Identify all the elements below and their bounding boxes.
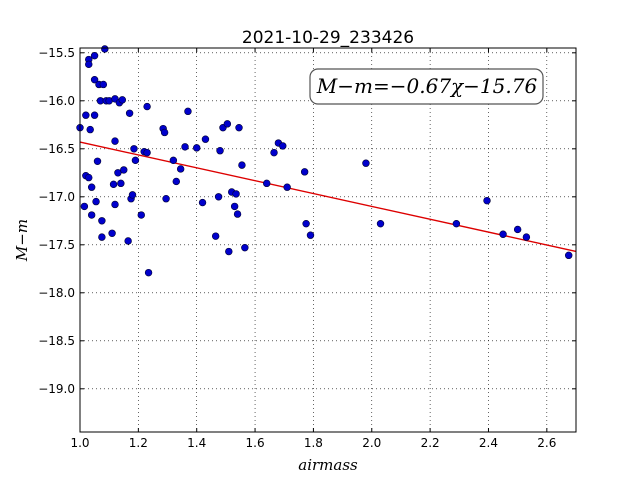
data-point: [376, 219, 385, 228]
data-point: [85, 60, 93, 69]
data-point: [513, 225, 522, 234]
plot-frame: [79, 47, 577, 433]
y-tick-label: −15.5: [38, 46, 75, 60]
annotation-box: [309, 68, 544, 105]
data-point: [522, 233, 531, 241]
fit-line: [79, 141, 577, 253]
y-axis-label: M−m: [13, 219, 31, 262]
data-point: [233, 210, 242, 218]
y-tick-label: −18.0: [38, 286, 75, 300]
data-point: [101, 45, 109, 53]
y-tick-label: −18.5: [38, 334, 75, 348]
grid: [80, 48, 576, 432]
points-layer: [76, 45, 573, 277]
data-point: [193, 144, 201, 152]
y-tick-label: −17.0: [38, 190, 75, 204]
data-point: [80, 202, 89, 211]
x-tick-label: 2.4: [479, 436, 498, 450]
data-point: [109, 180, 118, 189]
x-tick-label: 1.2: [129, 436, 148, 450]
x-tick-label: 2.6: [537, 436, 556, 450]
x-tick-label: 1.6: [246, 436, 265, 450]
data-point: [125, 109, 134, 117]
data-point: [198, 198, 207, 207]
x-tick-label: 1.8: [304, 436, 323, 450]
x-tick-label: 1.4: [187, 436, 206, 450]
data-point: [90, 51, 99, 60]
data-point: [114, 169, 122, 177]
data-point: [263, 179, 271, 188]
data-point: [120, 166, 128, 174]
data-point: [82, 111, 90, 119]
data-point: [98, 233, 106, 241]
data-point: [86, 125, 94, 134]
data-point: [118, 96, 127, 104]
data-point: [300, 168, 309, 176]
x-tick-label: 2.2: [421, 436, 440, 450]
data-point: [131, 156, 140, 165]
data-point: [184, 107, 192, 116]
ticks: 1.0 1.2 1.4 1.6 1.8 2.0 2.2 2.4 2.6 −15.5 −16.0 −16…: [38, 46, 576, 450]
data-point: [117, 179, 125, 188]
data-point: [176, 165, 185, 173]
data-point: [137, 211, 145, 219]
data-point: [172, 177, 180, 186]
data-point: [565, 251, 573, 260]
x-tick-label: 1.0: [70, 436, 89, 450]
data-point: [93, 157, 102, 165]
data-point: [306, 231, 315, 239]
data-point: [87, 183, 96, 191]
data-point: [169, 156, 178, 165]
data-point: [111, 200, 119, 209]
x-axis-label: airmass: [298, 456, 358, 474]
data-point: [143, 102, 151, 111]
data-point: [111, 137, 119, 145]
data-point: [162, 195, 170, 203]
y-tick-label: −16.0: [38, 94, 75, 108]
data-point: [87, 211, 96, 219]
y-tick-label: −17.5: [38, 238, 75, 252]
data-point: [225, 247, 233, 256]
data-point: [235, 123, 243, 132]
data-point: [483, 196, 491, 205]
fit-layer: [79, 141, 577, 253]
data-point: [452, 219, 461, 228]
chart-title: 2021-10-29_233426: [242, 28, 414, 48]
data-point: [270, 148, 278, 157]
data-point: [283, 183, 291, 191]
data-point: [211, 232, 220, 240]
data-point: [214, 193, 223, 201]
data-point: [90, 111, 99, 119]
data-point: [160, 128, 169, 137]
data-point: [302, 219, 310, 228]
data-point: [238, 161, 246, 169]
data-point: [230, 202, 239, 211]
y-tick-label: −19.0: [38, 382, 75, 396]
data-point: [201, 135, 210, 143]
data-point: [241, 243, 249, 252]
data-point: [279, 142, 287, 150]
data-point: [223, 120, 232, 128]
data-point: [90, 75, 99, 84]
data-point: [143, 148, 151, 157]
data-point: [85, 173, 93, 182]
data-point: [108, 229, 116, 237]
data-point: [130, 145, 138, 153]
data-point: [499, 230, 507, 238]
fit-annotation: M−m=−0.67χ−15.76: [309, 68, 544, 105]
data-point: [99, 80, 108, 89]
data-point: [232, 190, 240, 198]
annotation-text: M−m=−0.67χ−15.76: [316, 74, 538, 98]
data-point: [128, 191, 137, 199]
data-point: [144, 268, 153, 277]
data-point: [124, 237, 132, 245]
x-tick-label: 2.0: [362, 436, 381, 450]
y-tick-label: −16.5: [38, 142, 75, 156]
data-point: [98, 217, 106, 225]
data-point: [216, 147, 224, 155]
data-point: [362, 159, 370, 167]
data-point: [92, 197, 100, 206]
data-point: [181, 143, 189, 151]
